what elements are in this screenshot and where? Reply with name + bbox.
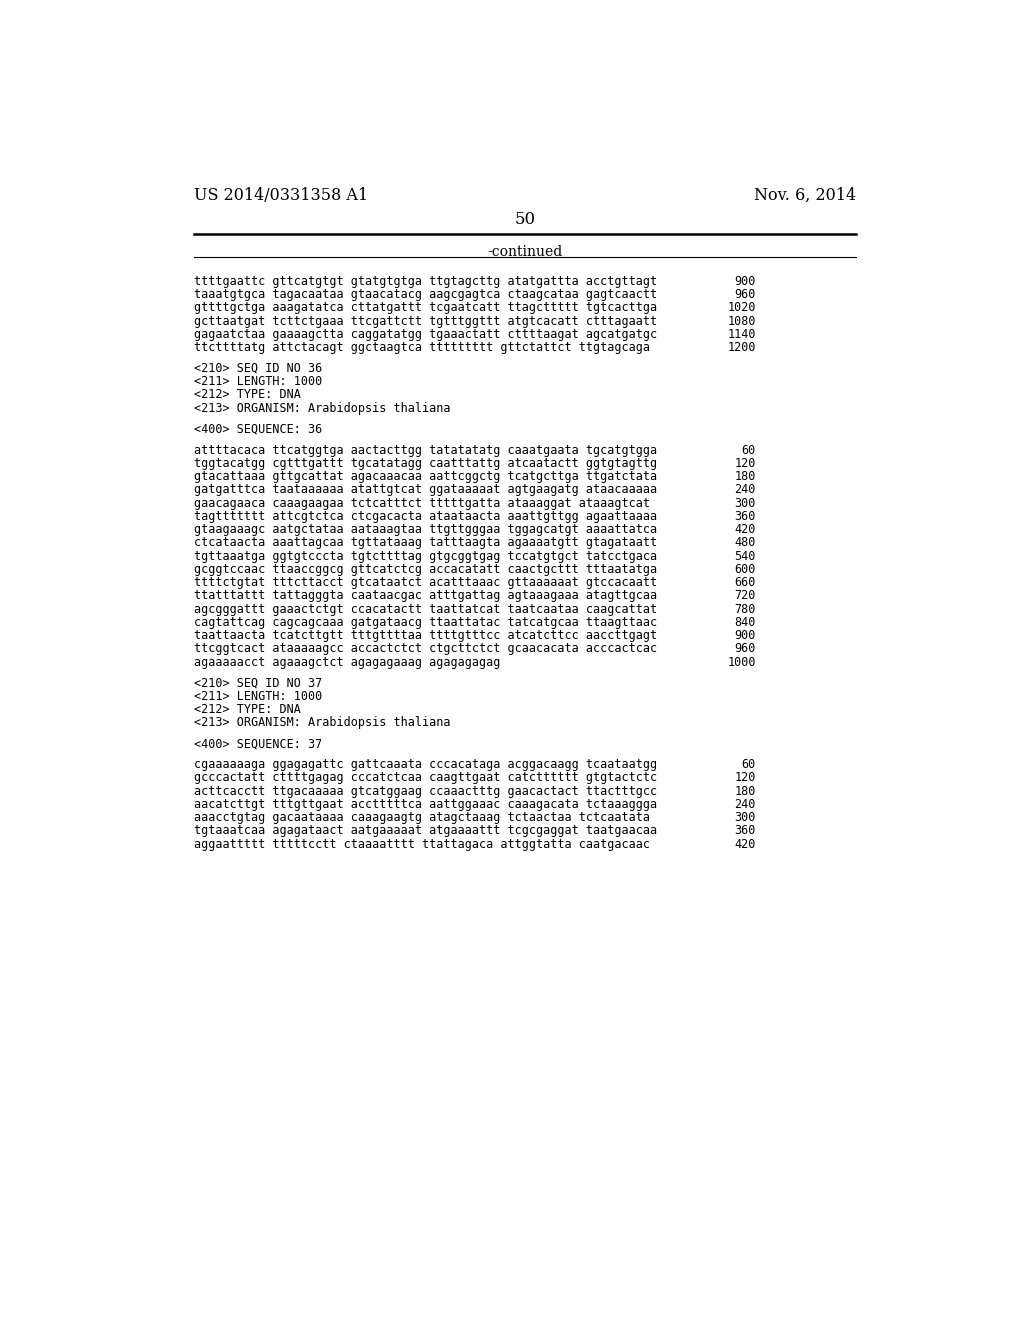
Text: tagttttttt attcgtctca ctcgacacta ataataacta aaattgttgg agaattaaaa: tagttttttt attcgtctca ctcgacacta ataataa… bbox=[194, 510, 657, 523]
Text: 60: 60 bbox=[741, 758, 756, 771]
Text: 780: 780 bbox=[734, 602, 756, 615]
Text: aacatcttgt tttgttgaat acctttttca aattggaaac caaagacata tctaaaggga: aacatcttgt tttgttgaat acctttttca aattgga… bbox=[194, 797, 657, 810]
Text: 360: 360 bbox=[734, 824, 756, 837]
Text: 540: 540 bbox=[734, 549, 756, 562]
Text: 900: 900 bbox=[734, 630, 756, 642]
Text: 120: 120 bbox=[734, 457, 756, 470]
Text: agaaaaacct agaaagctct agagagaaag agagagagag: agaaaaacct agaaagctct agagagaaag agagaga… bbox=[194, 656, 501, 668]
Text: Nov. 6, 2014: Nov. 6, 2014 bbox=[754, 187, 856, 203]
Text: ttcggtcact ataaaaagcc accactctct ctgcttctct gcaacacata acccactcac: ttcggtcact ataaaaagcc accactctct ctgcttc… bbox=[194, 643, 657, 655]
Text: 720: 720 bbox=[734, 589, 756, 602]
Text: taaatgtgca tagacaataa gtaacatacg aagcgagtca ctaagcataa gagtcaactt: taaatgtgca tagacaataa gtaacatacg aagcgag… bbox=[194, 288, 657, 301]
Text: 60: 60 bbox=[741, 444, 756, 457]
Text: attttacaca ttcatggtga aactacttgg tatatatatg caaatgaata tgcatgtgga: attttacaca ttcatggtga aactacttgg tatatat… bbox=[194, 444, 657, 457]
Text: 840: 840 bbox=[734, 616, 756, 628]
Text: gagaatctaa gaaaagctta caggatatgg tgaaactatt cttttaagat agcatgatgc: gagaatctaa gaaaagctta caggatatgg tgaaact… bbox=[194, 327, 657, 341]
Text: 300: 300 bbox=[734, 810, 756, 824]
Text: tgtaaatcaa agagataact aatgaaaaat atgaaaattt tcgcgaggat taatgaacaa: tgtaaatcaa agagataact aatgaaaaat atgaaaa… bbox=[194, 824, 657, 837]
Text: 1080: 1080 bbox=[727, 314, 756, 327]
Text: gaacagaaca caaagaagaa tctcatttct tttttgatta ataaaggat ataaagtcat: gaacagaaca caaagaagaa tctcatttct tttttga… bbox=[194, 496, 650, 510]
Text: <212> TYPE: DNA: <212> TYPE: DNA bbox=[194, 388, 301, 401]
Text: 180: 180 bbox=[734, 470, 756, 483]
Text: gttttgctga aaagatatca cttatgattt tcgaatcatt ttagcttttt tgtcacttga: gttttgctga aaagatatca cttatgattt tcgaatc… bbox=[194, 301, 657, 314]
Text: 1000: 1000 bbox=[727, 656, 756, 668]
Text: <211> LENGTH: 1000: <211> LENGTH: 1000 bbox=[194, 375, 323, 388]
Text: 960: 960 bbox=[734, 288, 756, 301]
Text: 120: 120 bbox=[734, 771, 756, 784]
Text: 480: 480 bbox=[734, 536, 756, 549]
Text: 50: 50 bbox=[514, 211, 536, 228]
Text: <212> TYPE: DNA: <212> TYPE: DNA bbox=[194, 704, 301, 715]
Text: tgttaaatga ggtgtcccta tgtcttttag gtgcggtgag tccatgtgct tatcctgaca: tgttaaatga ggtgtcccta tgtcttttag gtgcggt… bbox=[194, 549, 657, 562]
Text: US 2014/0331358 A1: US 2014/0331358 A1 bbox=[194, 187, 368, 203]
Text: 420: 420 bbox=[734, 523, 756, 536]
Text: <400> SEQUENCE: 36: <400> SEQUENCE: 36 bbox=[194, 422, 323, 436]
Text: ttatttattt tattagggta caataacgac atttgattag agtaaagaaa atagttgcaa: ttatttattt tattagggta caataacgac atttgat… bbox=[194, 589, 657, 602]
Text: <213> ORGANISM: Arabidopsis thaliana: <213> ORGANISM: Arabidopsis thaliana bbox=[194, 717, 451, 729]
Text: 1140: 1140 bbox=[727, 327, 756, 341]
Text: <210> SEQ ID NO 37: <210> SEQ ID NO 37 bbox=[194, 676, 323, 689]
Text: aaacctgtag gacaataaaa caaagaagtg atagctaaag tctaactaa tctcaatata: aaacctgtag gacaataaaa caaagaagtg atagcta… bbox=[194, 810, 650, 824]
Text: <213> ORGANISM: Arabidopsis thaliana: <213> ORGANISM: Arabidopsis thaliana bbox=[194, 401, 451, 414]
Text: 300: 300 bbox=[734, 496, 756, 510]
Text: <211> LENGTH: 1000: <211> LENGTH: 1000 bbox=[194, 690, 323, 702]
Text: 360: 360 bbox=[734, 510, 756, 523]
Text: agcgggattt gaaactctgt ccacatactt taattatcat taatcaataa caagcattat: agcgggattt gaaactctgt ccacatactt taattat… bbox=[194, 602, 657, 615]
Text: 1200: 1200 bbox=[727, 341, 756, 354]
Text: -continued: -continued bbox=[487, 244, 562, 259]
Text: gatgatttca taataaaaaa atattgtcat ggataaaaat agtgaagatg ataacaaaaa: gatgatttca taataaaaaa atattgtcat ggataaa… bbox=[194, 483, 657, 496]
Text: ttcttttatg attctacagt ggctaagtca ttttttttt gttctattct ttgtagcaga: ttcttttatg attctacagt ggctaagtca ttttttt… bbox=[194, 341, 650, 354]
Text: gcggtccaac ttaaccggcg gttcatctcg accacatatt caactgcttt tttaatatga: gcggtccaac ttaaccggcg gttcatctcg accacat… bbox=[194, 562, 657, 576]
Text: gtaagaaagc aatgctataa aataaagtaa ttgttgggaa tggagcatgt aaaattatca: gtaagaaagc aatgctataa aataaagtaa ttgttgg… bbox=[194, 523, 657, 536]
Text: ctcataacta aaattagcaa tgttataaag tatttaagta agaaaatgtt gtagataatt: ctcataacta aaattagcaa tgttataaag tatttaa… bbox=[194, 536, 657, 549]
Text: 1020: 1020 bbox=[727, 301, 756, 314]
Text: aggaattttt tttttcctt ctaaaatttt ttattagaca attggtatta caatgacaac: aggaattttt tttttcctt ctaaaatttt ttattaga… bbox=[194, 838, 650, 850]
Text: ttttgaattc gttcatgtgt gtatgtgtga ttgtagcttg atatgattta acctgttagt: ttttgaattc gttcatgtgt gtatgtgtga ttgtagc… bbox=[194, 275, 657, 288]
Text: 960: 960 bbox=[734, 643, 756, 655]
Text: 240: 240 bbox=[734, 483, 756, 496]
Text: 660: 660 bbox=[734, 576, 756, 589]
Text: tggtacatgg cgtttgattt tgcatatagg caatttattg atcaatactt ggtgtagttg: tggtacatgg cgtttgattt tgcatatagg caattta… bbox=[194, 457, 657, 470]
Text: taattaacta tcatcttgtt tttgttttaa ttttgtttcc atcatcttcc aaccttgagt: taattaacta tcatcttgtt tttgttttaa ttttgtt… bbox=[194, 630, 657, 642]
Text: 180: 180 bbox=[734, 784, 756, 797]
Text: ttttctgtat tttcttacct gtcataatct acatttaaac gttaaaaaat gtccacaatt: ttttctgtat tttcttacct gtcataatct acattta… bbox=[194, 576, 657, 589]
Text: gcccactatt cttttgagag cccatctcaa caagttgaat catctttttt gtgtactctc: gcccactatt cttttgagag cccatctcaa caagttg… bbox=[194, 771, 657, 784]
Text: gtacattaaa gttgcattat agacaaacaa aattcggctg tcatgcttga ttgatctata: gtacattaaa gttgcattat agacaaacaa aattcgg… bbox=[194, 470, 657, 483]
Text: <400> SEQUENCE: 37: <400> SEQUENCE: 37 bbox=[194, 737, 323, 750]
Text: 600: 600 bbox=[734, 562, 756, 576]
Text: cagtattcag cagcagcaaa gatgataacg ttaattatac tatcatgcaa ttaagttaac: cagtattcag cagcagcaaa gatgataacg ttaatta… bbox=[194, 616, 657, 628]
Text: <210> SEQ ID NO 36: <210> SEQ ID NO 36 bbox=[194, 362, 323, 375]
Text: 240: 240 bbox=[734, 797, 756, 810]
Text: 900: 900 bbox=[734, 275, 756, 288]
Text: cgaaaaaaga ggagagattc gattcaaata cccacataga acggacaagg tcaataatgg: cgaaaaaaga ggagagattc gattcaaata cccacat… bbox=[194, 758, 657, 771]
Text: acttcacctt ttgacaaaaa gtcatggaag ccaaactttg gaacactact ttactttgcc: acttcacctt ttgacaaaaa gtcatggaag ccaaact… bbox=[194, 784, 657, 797]
Text: 420: 420 bbox=[734, 838, 756, 850]
Text: gcttaatgat tcttctgaaa ttcgattctt tgtttggttt atgtcacatt ctttagaatt: gcttaatgat tcttctgaaa ttcgattctt tgtttgg… bbox=[194, 314, 657, 327]
